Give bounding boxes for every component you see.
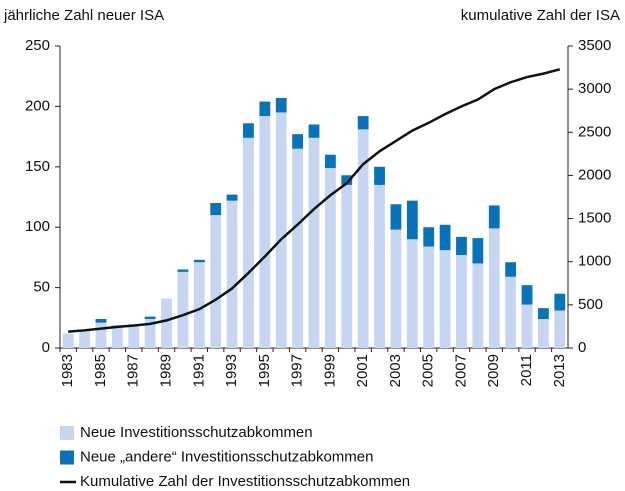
bar [456,254,467,348]
bar [472,263,484,348]
bar [505,262,517,277]
x-tick-label: 2001 [354,354,371,387]
bar [554,293,566,311]
y-axis-label: jährliche Zahl neuer ISA [3,7,164,24]
legend-swatch [60,450,74,465]
x-tick-label: 2007 [452,354,469,387]
y2-tick-label: 2500 [578,123,611,140]
bar [439,224,451,251]
bar [177,271,189,348]
bar [521,304,533,348]
bar [406,200,418,240]
x-tick-label: 2013 [551,354,568,387]
x-tick-label: 1999 [321,354,338,387]
bar [144,319,156,348]
legend-label: Neue Investitionsschutzabkommen [80,424,313,441]
bar [243,123,254,138]
x-tick-label: 1985 [92,354,109,387]
bar [177,269,189,272]
bar [193,259,205,263]
bar [292,134,304,149]
x-tick-label: 2005 [420,354,437,387]
bar [95,322,107,348]
bar [324,154,336,169]
y-tick-label: 250 [25,37,50,54]
x-tick-label: 1987 [125,354,142,387]
bar [538,319,549,348]
x-tick-label: 1993 [223,354,240,387]
bar [144,316,156,320]
y-tick-label: 150 [25,158,50,175]
bar [308,137,320,348]
bar [79,329,90,348]
bar [357,116,369,130]
bar [374,166,385,185]
bar [308,124,320,138]
bar [554,310,566,348]
bar [423,246,435,348]
bar [259,116,271,349]
bar [259,101,271,117]
legend-swatch [60,426,74,440]
bar [341,175,353,185]
x-tick-label: 2009 [485,354,502,387]
legend-label: Kumulative Zahl der Investitionsschutzab… [80,473,410,490]
x-tick-label: 1997 [289,354,306,387]
bar [324,168,336,348]
bar [161,298,172,348]
y2-axis-label: kumulative Zahl der ISA [461,7,620,24]
bar [341,184,353,348]
x-tick-label: 1989 [157,354,174,387]
bar [390,204,402,230]
bar [210,203,222,216]
bar [111,325,123,348]
bar [521,285,533,305]
bar [423,227,435,247]
y2-tick-label: 3000 [578,80,611,97]
y2-tick-label: 0 [578,339,586,356]
bar [128,323,140,348]
y-tick-label: 50 [33,279,50,296]
y-tick-label: 0 [42,339,50,356]
bar [226,194,238,201]
y-tick-label: 200 [25,97,50,114]
x-tick-label: 1983 [59,354,76,387]
bar [488,205,500,229]
bar [406,239,418,348]
bar [62,333,74,348]
x-tick-label: 2003 [387,354,404,387]
bar [505,276,517,348]
y2-tick-label: 2000 [578,166,611,183]
y2-tick-label: 1500 [578,210,611,227]
bar [226,200,238,348]
legend-label: Neue „andere“ Investitionsschutzabkommen [80,448,373,465]
bar [538,308,549,320]
bar [390,229,402,348]
x-tick-label: 1995 [256,354,273,387]
line [68,68,561,333]
bar [275,97,287,113]
x-tick-label: 2011 [518,354,535,386]
y-tick-label: 100 [25,218,50,235]
bar [439,250,451,348]
bar [357,129,369,348]
x-tick-label: 1991 [190,354,207,387]
bar [193,262,205,348]
bar [243,137,254,348]
bar [275,112,287,348]
bar [488,228,500,348]
bar [292,148,304,348]
y2-tick-label: 3500 [578,37,611,54]
y2-tick-label: 500 [578,296,603,313]
y2-tick-label: 1000 [578,253,611,270]
bar [456,236,467,255]
bar [95,319,107,323]
bar [472,238,484,264]
bar [374,184,385,348]
bar [210,215,222,348]
